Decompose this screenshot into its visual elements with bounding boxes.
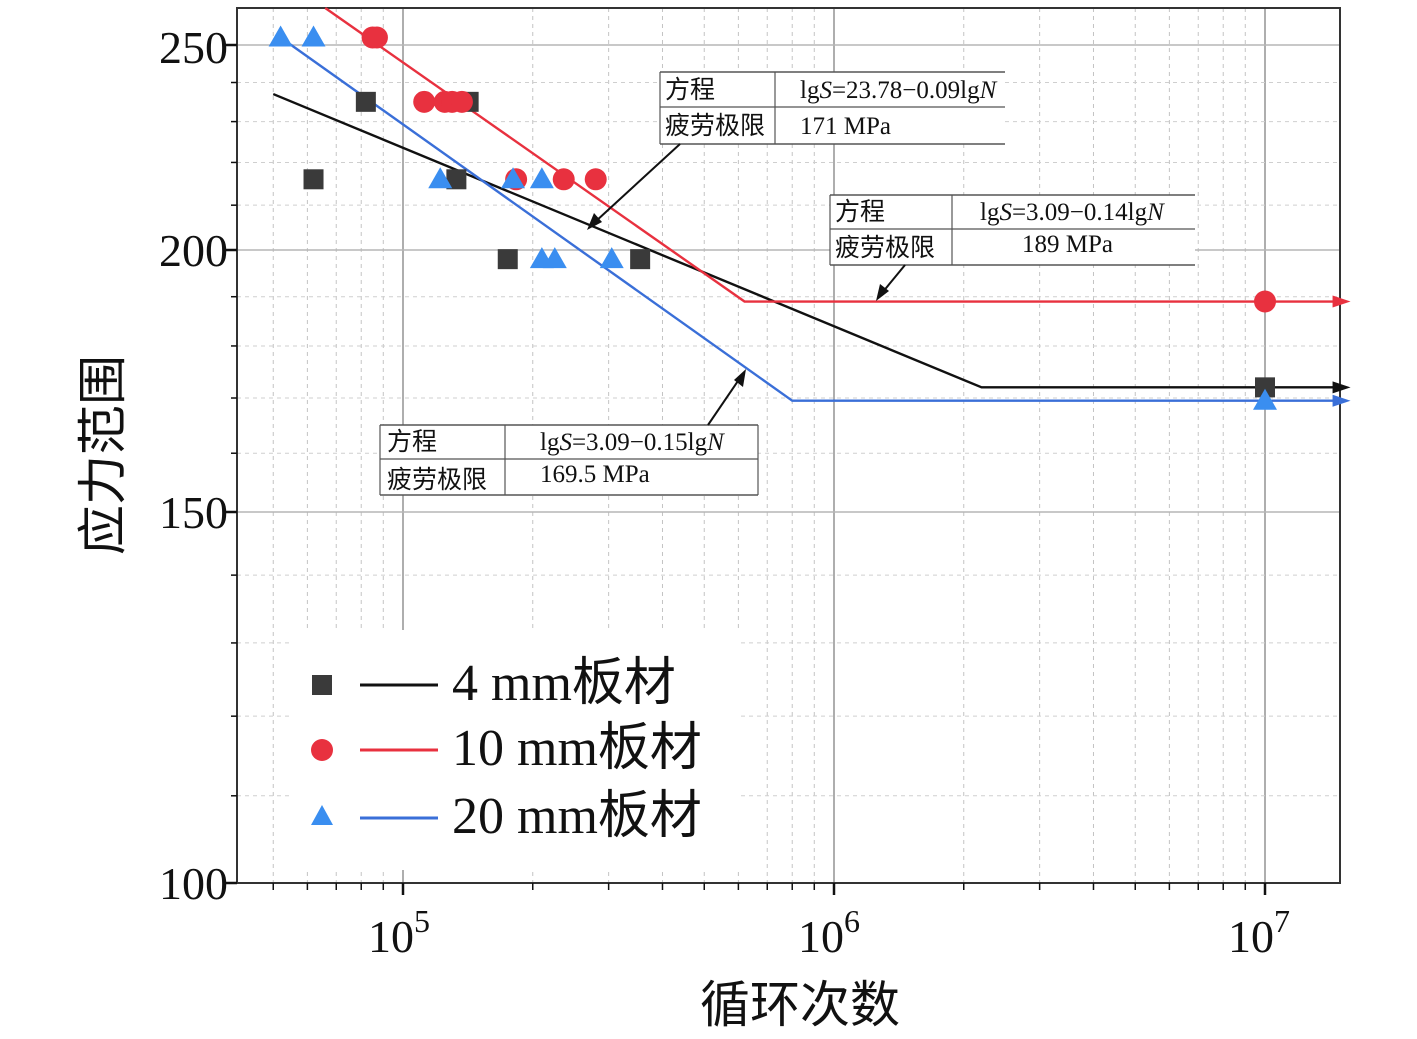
- data-point-10mm: [552, 168, 575, 191]
- data-point-4mm: [446, 169, 467, 190]
- data-point-4mm: [303, 169, 324, 190]
- legend-label-10mm: 10 mm板材: [452, 720, 702, 777]
- data-point-4mm: [630, 249, 651, 270]
- annotation-arrow: [707, 377, 741, 426]
- data-point-20mm: [542, 247, 567, 269]
- annotation-box: [380, 425, 758, 495]
- data-point-20mm: [268, 25, 293, 47]
- data-point-10mm: [450, 90, 473, 113]
- annotation-10mm: 方程 lgS=3.09−0.14lgN 疲劳极限 189 MPa: [829, 194, 1195, 301]
- annotation-equation: lgS=23.78−0.09lgN: [800, 77, 998, 104]
- annotation-equation: lgS=3.09−0.15lgN: [540, 429, 725, 456]
- data-point-20mm: [1253, 388, 1277, 410]
- data-point-20mm: [428, 167, 453, 189]
- annotation-fatigue-value: 189 MPa: [1022, 231, 1113, 258]
- x-tick-label-1e6: 106: [798, 903, 860, 962]
- y-tick-label-200: 200: [159, 225, 228, 276]
- annotation-arrowhead: [876, 284, 889, 301]
- fit-line-series-0: [272, 92, 1335, 389]
- annotation-fatigue-label: 疲劳极限: [665, 112, 765, 140]
- runout-arrow-series-2: [1332, 394, 1351, 407]
- x-tick-base: 10: [798, 911, 844, 962]
- x-tick-base: 10: [368, 911, 414, 962]
- annotation-equation-label: 方程: [665, 76, 715, 104]
- x-tick-exp: 5: [414, 903, 430, 939]
- legend-marker-triangle: [311, 805, 333, 825]
- x-tick-base: 10: [1228, 911, 1274, 962]
- annotation-arrowhead: [587, 213, 602, 230]
- annotation-box: [830, 195, 1195, 265]
- data-point-20mm: [599, 247, 624, 269]
- data-markers: [268, 25, 1277, 410]
- annotation-fatigue-value: 171 MPa: [800, 113, 891, 140]
- data-point-20mm: [301, 25, 326, 47]
- data-point-20mm: [529, 167, 554, 189]
- y-axis-title: 应力范围: [74, 355, 132, 555]
- legend-label-20mm: 20 mm板材: [452, 788, 702, 845]
- x-tick-labels: 105 106 107: [368, 903, 1290, 962]
- runout-arrow-series-1: [1332, 295, 1351, 308]
- data-point-10mm: [584, 168, 607, 191]
- runout-arrow-series-0: [1332, 381, 1351, 394]
- plot-frame: [236, 7, 1341, 884]
- x-tick-exp: 6: [844, 903, 860, 939]
- annotation-fatigue-value: 169.5 MPa: [540, 461, 650, 488]
- annotation-arrowhead: [734, 369, 746, 387]
- annotation-fatigue-label: 疲劳极限: [387, 466, 487, 494]
- data-point-10mm: [365, 26, 388, 49]
- legend-label-4mm: 4 mm板材: [452, 655, 676, 712]
- y-tick-label-100: 100: [159, 858, 228, 909]
- annotation-fatigue-label: 疲劳极限: [835, 234, 935, 262]
- annotation-equation-label: 方程: [387, 428, 437, 456]
- legend-marker-circle: [311, 739, 333, 761]
- legend: 4 mm板材 10 mm板材 20 mm板材: [290, 630, 740, 870]
- annotation-4mm: 方程 lgS=23.78−0.09lgN 疲劳极限 171 MPa: [587, 71, 1005, 230]
- annotation-box: [660, 72, 1005, 144]
- y-tick-label-150: 150: [159, 487, 228, 538]
- legend-marker-square: [312, 675, 332, 695]
- data-point-10mm: [1254, 290, 1276, 313]
- annotation-20mm: 方程 lgS=3.09−0.15lgN 疲劳极限 169.5 MPa: [379, 369, 759, 496]
- data-point-10mm: [413, 90, 436, 113]
- x-tick-label-1e7: 107: [1228, 903, 1290, 962]
- annotation-arrow: [881, 264, 906, 294]
- annotation-arrow: [594, 143, 681, 223]
- data-point-20mm: [501, 167, 526, 189]
- x-tick-exp: 7: [1274, 903, 1290, 939]
- data-point-4mm: [497, 249, 518, 270]
- data-point-4mm: [355, 91, 376, 112]
- y-tick-label-250: 250: [159, 22, 228, 73]
- y-tick-labels: 250 200 150 100: [159, 22, 228, 909]
- annotation-equation: lgS=3.09−0.14lgN: [980, 199, 1165, 226]
- x-tick-label-1e5: 105: [368, 903, 430, 962]
- x-axis-title: 循环次数: [700, 976, 900, 1034]
- data-point-4mm: [1255, 377, 1275, 398]
- fit-line-series-2: [279, 36, 1335, 402]
- annotation-equation-label: 方程: [835, 198, 885, 226]
- axis-ticks: [225, 43, 1267, 895]
